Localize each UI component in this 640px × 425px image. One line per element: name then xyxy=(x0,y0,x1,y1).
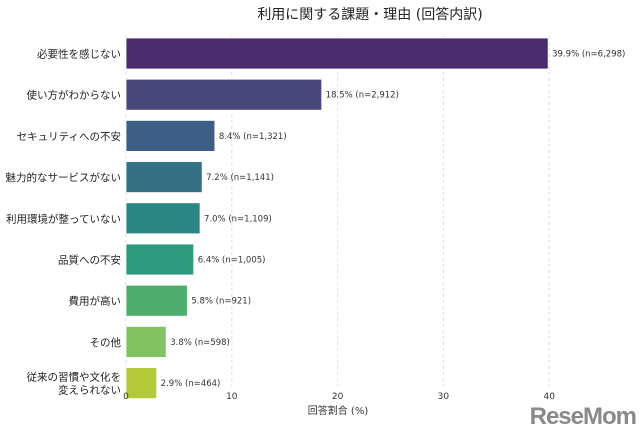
bar xyxy=(125,78,323,111)
data-label: 5.8% (n=921) xyxy=(191,297,251,307)
bar xyxy=(125,161,203,194)
category-label: 魅力的なサービスがない xyxy=(6,171,122,184)
data-label: 6.4% (n=1,005) xyxy=(198,256,266,266)
category-label: その他 xyxy=(90,336,122,349)
x-tick-label: 0 xyxy=(123,392,129,402)
x-tick-label: 30 xyxy=(438,392,450,402)
x-tick-label: 20 xyxy=(332,392,344,402)
category-label: 必要性を感じない xyxy=(37,48,121,61)
category-label: 利用環境が整っていない xyxy=(6,212,121,225)
category-label: 従来の習慣や文化を変えられない xyxy=(27,371,122,397)
x-axis-label: 回答割合 (%) xyxy=(308,404,369,417)
data-label: 3.8% (n=598) xyxy=(170,338,230,348)
category-label: 品質への不安 xyxy=(58,254,121,267)
category-label: 費用が高い xyxy=(69,295,122,308)
bar xyxy=(125,325,167,358)
bar xyxy=(125,120,216,152)
x-tick-label: 40 xyxy=(543,392,555,402)
bar xyxy=(125,37,549,70)
x-tick-label: 10 xyxy=(226,392,238,402)
chart-title: 利用に関する課題・理由 (回答内訳) xyxy=(257,6,482,23)
bar xyxy=(125,367,158,400)
resemom-logo: ReseMom xyxy=(530,403,636,425)
data-label: 18.5% (n=2,912) xyxy=(326,91,399,101)
category-label: 使い方がわからない xyxy=(27,89,122,102)
category-label: セキュリティへの不安 xyxy=(17,130,121,143)
data-label: 7.0% (n=1,109) xyxy=(204,214,272,224)
bar xyxy=(125,202,201,235)
data-label: 2.9% (n=464) xyxy=(161,379,221,389)
data-label: 39.9% (n=6,298) xyxy=(552,50,625,60)
bar xyxy=(125,243,195,276)
data-label: 7.2% (n=1,141) xyxy=(206,173,274,183)
data-label: 8.4% (n=1,321) xyxy=(219,132,287,142)
bar xyxy=(125,284,188,317)
